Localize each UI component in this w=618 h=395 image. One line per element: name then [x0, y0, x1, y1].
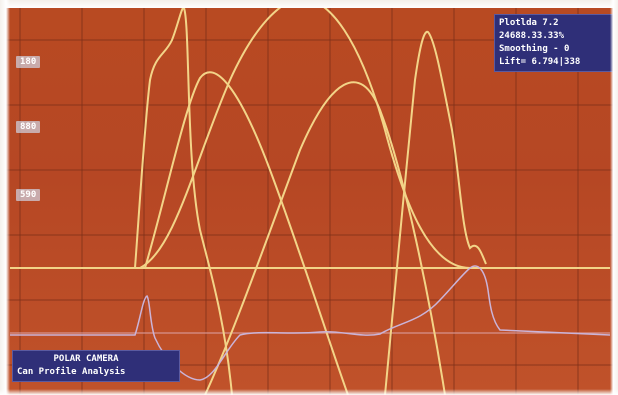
readout-row: Lift= 6.794|338: [499, 57, 581, 67]
right-peak-trace: [384, 30, 487, 395]
acceleration-trace: [204, 81, 446, 395]
y-axis-label-bottom: 590: [16, 189, 41, 201]
brand-title: POLAR CAMERA: [53, 354, 119, 364]
readout-row: Plotlda 7.2: [499, 18, 559, 28]
velocity-trace: [144, 71, 349, 395]
readout-row: Smoothing - 0: [499, 44, 570, 54]
screen-subtitle: Can Profile Analysis: [17, 367, 126, 377]
monitor-bezel-left: [0, 0, 10, 395]
monitor-bezel-right: [610, 0, 618, 395]
y-axis-label-middle: 880: [16, 121, 41, 133]
monitor-bezel-bottom: [0, 389, 618, 395]
y-axis-label-top: 180: [16, 56, 41, 68]
title-panel: POLAR CAMERA Can Profile Analysis: [12, 350, 180, 382]
readout-row: 24688.33.33%: [499, 31, 565, 41]
monitor-bezel-top: [0, 0, 618, 8]
readout-panel: Plotlda 7.2 24688.33.33% Smoothing - 0 L…: [494, 14, 618, 72]
jerk-trace: [10, 265, 611, 381]
